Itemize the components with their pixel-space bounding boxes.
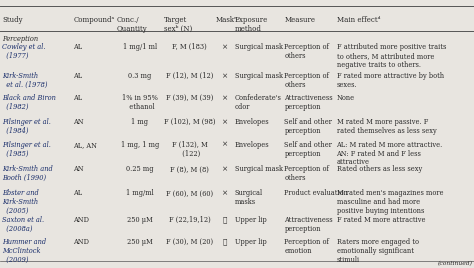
Text: Saxton et al.
  (2008a): Saxton et al. (2008a)	[2, 216, 45, 233]
Text: Perception of
others: Perception of others	[284, 43, 329, 60]
Text: Envelopes: Envelopes	[235, 118, 269, 126]
Text: 1 mg/1 ml: 1 mg/1 ml	[123, 43, 157, 51]
Text: Main effectᵈ: Main effectᵈ	[337, 16, 380, 24]
Text: Black and Biron
  (1982): Black and Biron (1982)	[2, 94, 56, 111]
Text: 1 mg: 1 mg	[131, 118, 148, 126]
Text: F (132), M
  (122): F (132), M (122)	[172, 141, 208, 158]
Text: Upper lip: Upper lip	[235, 216, 266, 224]
Text: F (8), M (8): F (8), M (8)	[170, 165, 209, 173]
Text: 250 μM: 250 μM	[127, 238, 153, 246]
Text: Kirk-Smith and
Booth (1990): Kirk-Smith and Booth (1990)	[2, 165, 53, 182]
Text: ✓: ✓	[223, 238, 228, 246]
Text: Measure: Measure	[284, 16, 315, 24]
Text: M rated men's magazines more
masculine and had more
positive buying intentions: M rated men's magazines more masculine a…	[337, 189, 443, 215]
Text: F (22,19,12): F (22,19,12)	[169, 216, 210, 224]
Text: AN: AN	[73, 118, 84, 126]
Text: ×: ×	[222, 94, 228, 102]
Text: Study: Study	[2, 16, 23, 24]
Text: Rated others as less sexy: Rated others as less sexy	[337, 165, 422, 173]
Text: 1 mg/ml: 1 mg/ml	[126, 189, 154, 198]
Text: AL: AL	[73, 43, 82, 51]
Text: Surgical mask: Surgical mask	[235, 165, 283, 173]
Text: Kirk-Smith
  et al. (1978): Kirk-Smith et al. (1978)	[2, 72, 48, 89]
Text: F rated M more attractive: F rated M more attractive	[337, 216, 425, 224]
Text: ×: ×	[222, 165, 228, 173]
Text: Surgical
masks: Surgical masks	[235, 189, 263, 206]
Text: F (12), M (12): F (12), M (12)	[166, 72, 213, 80]
Text: F rated more attractive by both
sexes.: F rated more attractive by both sexes.	[337, 72, 444, 89]
Text: Conc./
Quantity: Conc./ Quantity	[116, 16, 147, 33]
Text: F (30), M (20): F (30), M (20)	[166, 238, 213, 246]
Text: 250 μM: 250 μM	[127, 216, 153, 224]
Text: Perception: Perception	[2, 35, 38, 43]
Text: Filsinger et al.
  (1985): Filsinger et al. (1985)	[2, 141, 51, 158]
Text: AL: M rated M more attractive.
AN: F rated M and F less
attractive: AL: M rated M more attractive. AN: F rat…	[337, 141, 443, 166]
Text: AL: AL	[73, 72, 82, 80]
Text: ×: ×	[222, 189, 228, 198]
Text: Attractiveness
perception: Attractiveness perception	[284, 94, 333, 111]
Text: Perception of
emotion: Perception of emotion	[284, 238, 329, 255]
Text: ×: ×	[222, 141, 228, 149]
Text: AND: AND	[73, 216, 90, 224]
Text: Envelopes: Envelopes	[235, 141, 269, 149]
Text: ×: ×	[222, 118, 228, 126]
Text: 1% in 95%
  ethanol: 1% in 95% ethanol	[122, 94, 158, 111]
Text: AL, AN: AL, AN	[73, 141, 98, 149]
Text: Self and other
perception: Self and other perception	[284, 141, 332, 158]
Text: 1 mg, 1 mg: 1 mg, 1 mg	[121, 141, 159, 149]
Text: Product evaluation: Product evaluation	[284, 189, 348, 198]
Text: Filsinger et al.
  (1984): Filsinger et al. (1984)	[2, 118, 51, 135]
Text: Surgical mask: Surgical mask	[235, 43, 283, 51]
Text: F attributed more positive traits
to others, M attributed more
negative traits t: F attributed more positive traits to oth…	[337, 43, 446, 69]
Text: Self and other
perception: Self and other perception	[284, 118, 332, 135]
Text: Perception of
others: Perception of others	[284, 72, 329, 89]
Text: Ebster and
Kirk-Smith
  (2005): Ebster and Kirk-Smith (2005)	[2, 189, 39, 215]
Text: ×: ×	[222, 72, 228, 80]
Text: Maskᶜ: Maskᶜ	[216, 16, 237, 24]
Text: AN: AN	[73, 165, 84, 173]
Text: F, M (183): F, M (183)	[172, 43, 207, 51]
Text: None: None	[337, 94, 355, 102]
Text: Surgical mask: Surgical mask	[235, 72, 283, 80]
Text: ✓: ✓	[223, 216, 228, 224]
Text: Attractiveness
perception: Attractiveness perception	[284, 216, 333, 233]
Text: AL: AL	[73, 94, 82, 102]
Text: ×: ×	[222, 43, 228, 51]
Text: Perception of
others: Perception of others	[284, 165, 329, 182]
Text: Target
sexᵇ (N): Target sexᵇ (N)	[164, 16, 192, 33]
Text: Exposure
method: Exposure method	[235, 16, 268, 33]
Text: Raters more engaged to
emotionally significant
stimuli: Raters more engaged to emotionally signi…	[337, 238, 419, 263]
Text: 0.3 mg: 0.3 mg	[128, 72, 152, 80]
Text: (continued): (continued)	[438, 261, 473, 266]
Text: F (60), M (60): F (60), M (60)	[166, 189, 213, 198]
Text: Upper lip: Upper lip	[235, 238, 266, 246]
Text: Compoundᵃ: Compoundᵃ	[73, 16, 115, 24]
Text: 0.25 mg: 0.25 mg	[126, 165, 154, 173]
Text: AND: AND	[73, 238, 90, 246]
Text: F (102), M (98): F (102), M (98)	[164, 118, 215, 126]
Text: Hummer and
McClintock
  (2009): Hummer and McClintock (2009)	[2, 238, 46, 263]
Text: F (39), M (39): F (39), M (39)	[166, 94, 213, 102]
Text: Cowley et al.
  (1977): Cowley et al. (1977)	[2, 43, 46, 60]
Text: Confederate's
odor: Confederate's odor	[235, 94, 282, 111]
Text: AL: AL	[73, 189, 82, 198]
Text: M rated M more passive. F
rated themselves as less sexy: M rated M more passive. F rated themselv…	[337, 118, 436, 135]
